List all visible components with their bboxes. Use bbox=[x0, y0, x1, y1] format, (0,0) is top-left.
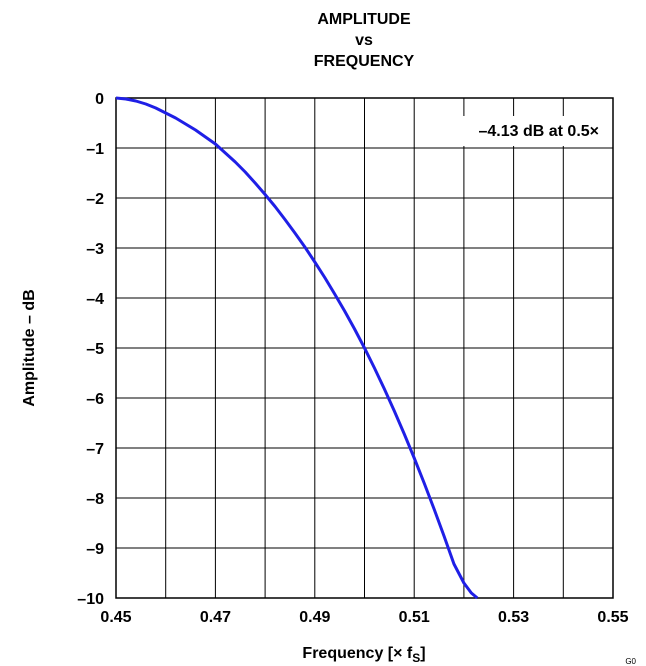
x-tick-label: 0.49 bbox=[299, 609, 330, 626]
x-axis-label-close: ] bbox=[420, 645, 425, 662]
chart-title-line-1: AMPLITUDE bbox=[317, 11, 411, 28]
y-tick-label: –2 bbox=[86, 191, 104, 208]
y-tick-label: 0 bbox=[95, 91, 104, 108]
x-tick-labels: 0.45 0.47 0.49 0.51 0.53 0.55 bbox=[100, 609, 628, 626]
annotation-text: –4.13 dB at 0.5× bbox=[478, 123, 599, 140]
grid bbox=[116, 97, 613, 599]
x-axis-label: Frequency [× fS] bbox=[302, 645, 425, 665]
y-axis-label: Amplitude – dB bbox=[21, 289, 38, 406]
y-tick-label: –5 bbox=[86, 341, 104, 358]
y-tick-label: –8 bbox=[86, 491, 104, 508]
y-tick-label: –7 bbox=[86, 441, 104, 458]
amplitude-series-line bbox=[115, 96, 479, 600]
plot-frame bbox=[115, 97, 614, 599]
chart-title-line-2: vs bbox=[355, 32, 373, 49]
y-tick-label: –6 bbox=[86, 391, 104, 408]
y-tick-label: –1 bbox=[86, 141, 104, 158]
x-tick-label: 0.45 bbox=[100, 609, 131, 626]
chart-title-line-3: FREQUENCY bbox=[314, 53, 415, 70]
y-tick-label: –4 bbox=[86, 291, 104, 308]
y-tick-label: –10 bbox=[77, 591, 104, 608]
y-tick-label: –3 bbox=[86, 241, 104, 258]
x-axis-label-subscript: S bbox=[412, 651, 420, 665]
x-tick-label: 0.55 bbox=[597, 609, 628, 626]
x-tick-label: 0.53 bbox=[498, 609, 529, 626]
x-tick-label: 0.51 bbox=[399, 609, 430, 626]
y-tick-labels: 0 –1 –2 –3 –4 –5 –6 –7 –8 –9 –10 bbox=[77, 91, 104, 608]
annotation-background bbox=[420, 116, 604, 146]
x-tick-label: 0.47 bbox=[200, 609, 231, 626]
corner-figure-code: G0 bbox=[625, 657, 636, 666]
x-axis-label-main: Frequency [× f bbox=[302, 645, 412, 662]
y-tick-label: –9 bbox=[86, 541, 104, 558]
